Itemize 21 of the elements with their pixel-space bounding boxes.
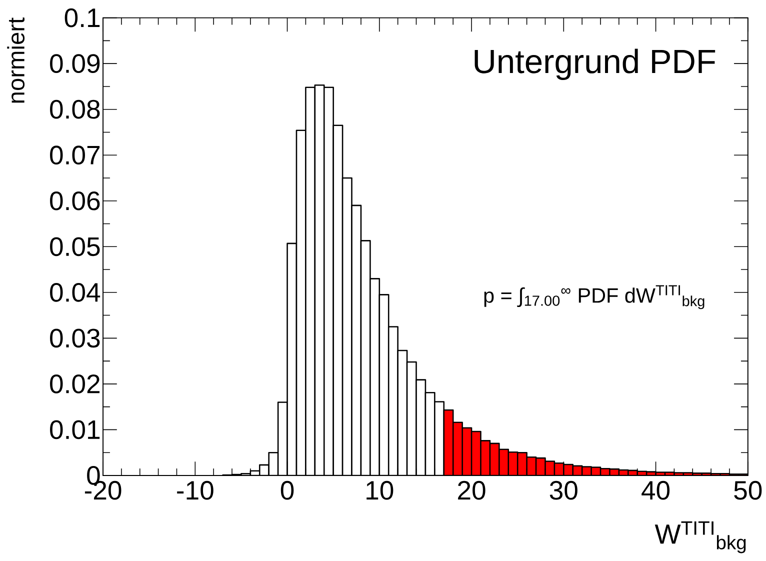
y-tick-label: 0.08 (50, 100, 100, 119)
x-tick-label: 30 (550, 481, 578, 500)
x-axis-title: W$^{TITI}$bkg (654, 522, 746, 554)
x-tick-label: -10 (177, 481, 214, 500)
x-tick-label: 20 (458, 481, 486, 500)
y-tick-label: 0.06 (50, 192, 100, 210)
y-tick-label: 0.01 (50, 420, 100, 440)
y-axis-title: normiert (7, 18, 25, 103)
annotation: Untergrund PDF (474, 48, 716, 80)
x-tick-label: 50 (734, 481, 762, 500)
annotation: p = ∫$_{17.00}$$^{∞}$ PDF dW$^{TITI}$bkg (484, 285, 704, 310)
y-tick-label: 0.03 (50, 328, 100, 348)
y-tick-label: 0.05 (50, 237, 100, 256)
y-tick-label: 0.02 (50, 374, 100, 394)
x-tick-label: 40 (642, 481, 670, 500)
x-tick-label: 0 (280, 481, 294, 500)
y-tick-label: 0.1 (64, 8, 100, 28)
y-tick-label: 0.07 (50, 146, 100, 165)
x-tick-label: 10 (366, 481, 394, 500)
y-tick-label: 0.04 (50, 283, 100, 302)
y-tick-label: 0.09 (50, 54, 100, 74)
